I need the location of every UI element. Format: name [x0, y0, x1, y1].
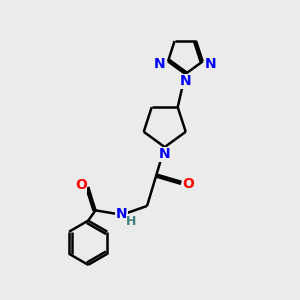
- Text: H: H: [126, 215, 136, 228]
- Text: O: O: [75, 178, 87, 192]
- Text: N: N: [116, 207, 127, 221]
- Text: N: N: [205, 57, 217, 71]
- Text: N: N: [179, 74, 191, 88]
- Text: N: N: [154, 57, 166, 71]
- Text: N: N: [159, 147, 170, 161]
- Text: O: O: [182, 177, 194, 191]
